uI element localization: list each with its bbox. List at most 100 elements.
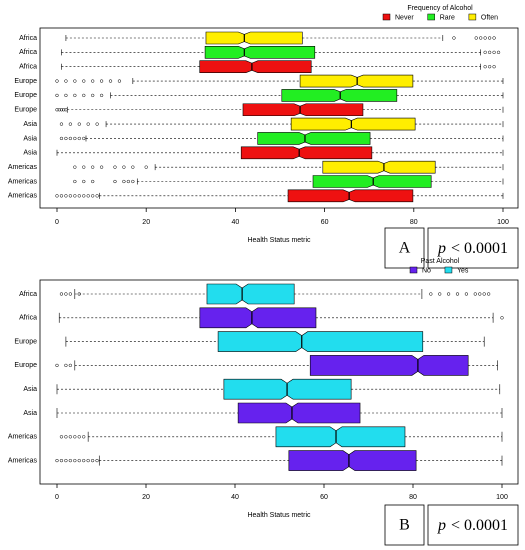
outlier: [82, 136, 86, 141]
outlier: [59, 292, 64, 296]
p-value: p < 0.0001: [437, 240, 508, 257]
outlier: [478, 292, 482, 296]
p-text: < 0.0001: [451, 240, 508, 257]
outlier: [473, 292, 477, 296]
outlier: [487, 65, 492, 69]
outlier: [99, 165, 104, 169]
y-tick-label: Asia: [23, 410, 37, 417]
outlier: [64, 458, 68, 463]
annotation-box: [384, 504, 425, 546]
outlier: [68, 363, 72, 368]
outlier: [82, 165, 86, 169]
outlier: [492, 36, 496, 40]
outlier: [91, 165, 95, 169]
outlier: [59, 435, 64, 439]
y-tick-label: Africa: [19, 315, 37, 322]
outlier: [446, 292, 451, 296]
annotation-box: [384, 227, 425, 269]
outlier: [99, 79, 104, 83]
outlier: [455, 292, 460, 296]
plot-frame: [39, 27, 519, 209]
legend-label: Rare: [440, 14, 455, 21]
box: [288, 450, 417, 471]
annotation-letter: A: [399, 240, 411, 257]
x-tick-label: 100: [497, 219, 509, 226]
box: [204, 46, 316, 59]
p-text: < 0.0001: [451, 517, 508, 534]
outlier: [479, 36, 483, 40]
outlier: [492, 50, 496, 54]
y-tick-label: Africa: [19, 64, 37, 71]
box: [312, 175, 432, 188]
x-tick-label: 40: [231, 494, 239, 501]
outlier: [55, 363, 59, 368]
outlier: [68, 194, 73, 198]
outlier: [500, 316, 504, 320]
y-tick-label: Asia: [23, 386, 37, 393]
outlier: [122, 165, 126, 169]
p-value-box: [427, 504, 519, 546]
outlier: [64, 435, 68, 439]
outlier: [73, 93, 77, 98]
outlier: [90, 458, 95, 463]
outlier: [59, 108, 64, 112]
outlier: [64, 194, 68, 198]
x-tick-label: 100: [496, 494, 508, 501]
box: [287, 189, 414, 203]
box: [299, 74, 414, 88]
y-tick-label: Europe: [14, 338, 37, 345]
outlier: [483, 50, 487, 54]
outlier: [68, 292, 72, 296]
outlier: [62, 108, 66, 112]
box: [275, 426, 406, 448]
outlier: [86, 122, 90, 126]
outlier: [77, 122, 81, 126]
outlier: [82, 93, 86, 98]
p-symbol: p: [437, 240, 446, 257]
outlier: [64, 79, 68, 83]
x-tick-label: 20: [142, 219, 150, 226]
outlier: [82, 458, 86, 463]
outlier: [82, 79, 86, 83]
outlier: [82, 435, 86, 439]
outlier: [95, 122, 99, 126]
outlier: [144, 165, 148, 169]
outlier: [91, 79, 95, 83]
y-tick-label: Americas: [8, 193, 38, 200]
y-tick-label: Americas: [8, 457, 38, 464]
outlier: [55, 93, 59, 98]
legend-label: Yes: [457, 267, 469, 274]
outlier: [55, 194, 59, 198]
box: [281, 89, 398, 102]
outlier: [77, 458, 81, 463]
box: [206, 283, 295, 305]
outlier: [108, 79, 113, 83]
legend-swatch: [382, 13, 391, 21]
outlier: [487, 50, 492, 54]
x-axis-label: Health Status metric: [247, 237, 311, 244]
outlier: [59, 122, 64, 126]
y-tick-label: Asia: [23, 135, 37, 142]
y-tick-label: Europe: [14, 362, 37, 369]
outlier: [91, 93, 95, 98]
y-tick-label: Americas: [8, 434, 38, 441]
outlier: [64, 292, 68, 296]
p-symbol: p: [437, 517, 446, 534]
y-tick-label: Asia: [23, 150, 37, 157]
outlier: [95, 458, 99, 463]
outlier: [73, 435, 77, 439]
outlier: [91, 179, 95, 184]
outlier: [487, 292, 491, 296]
legend-label: No: [422, 267, 431, 274]
outlier: [77, 194, 81, 198]
outlier: [483, 36, 487, 40]
outlier: [68, 136, 73, 141]
outlier: [55, 108, 59, 112]
box: [199, 307, 317, 329]
y-tick-label: Africa: [19, 49, 37, 56]
y-tick-label: Africa: [19, 291, 37, 298]
box: [205, 31, 303, 45]
outlier: [77, 292, 81, 296]
outlier: [73, 136, 77, 141]
y-tick-label: Asia: [23, 121, 37, 128]
